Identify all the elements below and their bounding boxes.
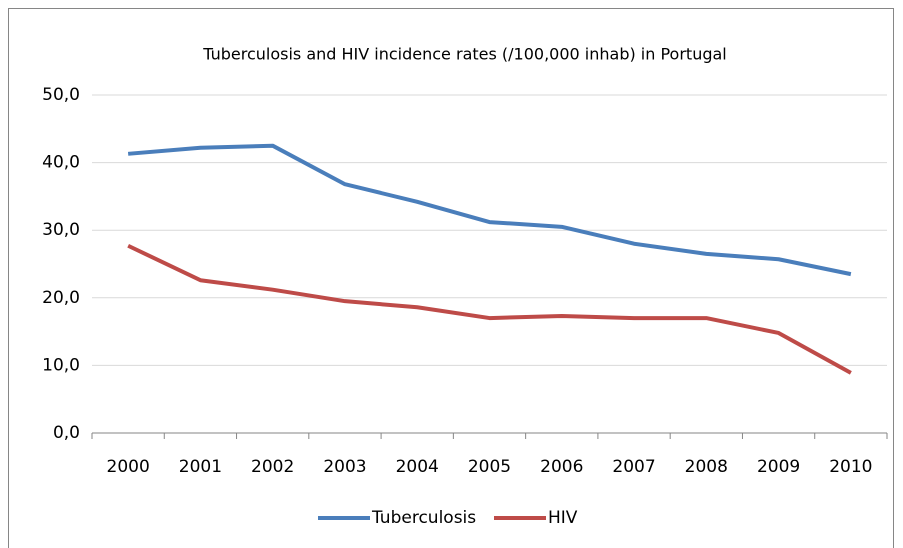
y-tick-label: 20,0 [42, 288, 80, 308]
y-tick-label: 40,0 [42, 153, 80, 173]
y-tick-label: 0,0 [53, 423, 80, 443]
x-tick-label: 2007 [612, 457, 655, 477]
series-line [127, 243, 852, 375]
x-tick-label: 2008 [685, 457, 728, 477]
chart-border [8, 8, 894, 548]
x-tick-label: 2000 [107, 457, 150, 477]
series-line [127, 143, 852, 277]
y-tick-label: 50,0 [42, 85, 80, 105]
y-tick-label: 30,0 [42, 220, 80, 240]
x-tick-label: 2003 [323, 457, 366, 477]
x-tick-label: 2009 [757, 457, 800, 477]
x-tick-label: 2005 [468, 457, 511, 477]
legend-label: HIV [548, 508, 578, 528]
x-tick-label: 2002 [251, 457, 294, 477]
x-tick-label: 2006 [540, 457, 583, 477]
legend-label: Tuberculosis [371, 508, 476, 528]
x-tick-label: 2010 [829, 457, 872, 477]
chart-title: Tuberculosis and HIV incidence rates (/1… [202, 45, 727, 64]
y-tick-label: 10,0 [42, 355, 80, 375]
x-tick-label: 2004 [396, 457, 439, 477]
x-tick-label: 2001 [179, 457, 222, 477]
